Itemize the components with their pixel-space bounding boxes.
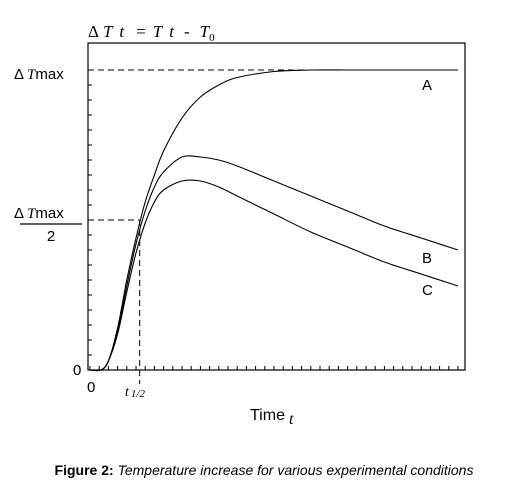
series-line-a [89, 69, 458, 372]
x-axis-ticks [89, 366, 459, 370]
title-var-t2: t [119, 22, 125, 41]
title-subscript: 0 [209, 32, 215, 44]
x-axis-label: Time t [250, 407, 294, 428]
title-var-t1: T [103, 22, 114, 41]
title-equals: = [136, 22, 146, 41]
title-delta: Δ [88, 22, 99, 41]
plot-frame [87, 42, 466, 371]
y-axis-ticks [88, 69, 92, 371]
title-var-t3: T [153, 22, 164, 41]
x-tick-label-t-half: t 1/2 [125, 385, 145, 400]
title-minus: - [184, 22, 190, 41]
y-tick-label-half-denominator: 2 [47, 228, 55, 245]
y-tick-label-zero: 0 [73, 362, 81, 379]
series-label-c: C [422, 282, 433, 299]
series-label-b: B [422, 250, 432, 267]
series-label-a: A [422, 77, 432, 94]
y-tick-label-max: Δ Tmax [14, 66, 64, 83]
y-tick-label-half: Δ Tmax [14, 205, 64, 222]
x-tick-label-zero: 0 [87, 379, 95, 396]
series-line-b [89, 155, 459, 372]
figure-caption: Figure 2: Temperature increase for vario… [0, 462, 528, 478]
title-var-t5: T [200, 22, 211, 41]
caption-text: Temperature increase for various experim… [117, 462, 474, 478]
caption-label: Figure 2: [54, 462, 114, 478]
title-var-t4: t [169, 22, 175, 41]
series-group: A BC [89, 69, 459, 372]
series-line-c [89, 179, 459, 372]
